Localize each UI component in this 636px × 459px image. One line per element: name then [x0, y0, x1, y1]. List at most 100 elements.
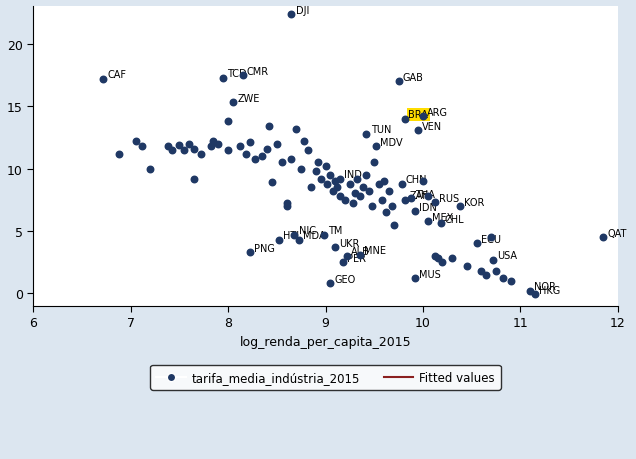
Point	[379, 178, 389, 185]
Point	[462, 263, 472, 270]
Text: NIC: NIC	[298, 226, 315, 236]
Text: GAB: GAB	[403, 73, 424, 83]
Legend: tarifa_media_indústria_2015, Fitted values: tarifa_media_indústria_2015, Fitted valu…	[150, 365, 501, 390]
Text: MDV: MDV	[380, 137, 403, 147]
Point	[238, 72, 248, 79]
Point	[262, 146, 272, 153]
Point	[184, 140, 194, 148]
Point	[306, 184, 316, 191]
Point	[369, 159, 379, 167]
Point	[326, 280, 336, 287]
Text: ECU: ECU	[481, 235, 501, 245]
Text: HKG: HKG	[539, 285, 560, 296]
Point	[267, 179, 277, 186]
Point	[196, 151, 206, 158]
Point	[423, 193, 433, 200]
Point	[413, 127, 423, 134]
Text: IND: IND	[344, 170, 362, 180]
Text: GEO: GEO	[335, 274, 356, 284]
Point	[377, 196, 387, 204]
Point	[145, 166, 155, 173]
Point	[364, 188, 375, 195]
Point	[491, 268, 501, 275]
Point	[303, 147, 313, 154]
Point	[167, 147, 177, 154]
Point	[400, 116, 410, 123]
Point	[530, 291, 540, 298]
Point	[410, 208, 420, 215]
Point	[174, 142, 184, 149]
Text: PER: PER	[347, 253, 366, 263]
Point	[342, 252, 352, 260]
Point	[326, 172, 336, 179]
Text: CHL: CHL	[445, 214, 464, 224]
Text: MDA: MDA	[303, 231, 326, 241]
Text: BRA: BRA	[408, 110, 428, 120]
Point	[367, 203, 377, 210]
Point	[282, 203, 292, 210]
Point	[389, 222, 399, 229]
Point	[598, 234, 608, 241]
Point	[354, 193, 364, 200]
Text: RUS: RUS	[439, 193, 459, 203]
Point	[506, 278, 516, 285]
Point	[228, 100, 238, 107]
Point	[340, 196, 350, 204]
Text: QAT: QAT	[607, 228, 626, 238]
Point	[374, 180, 384, 188]
Point	[322, 180, 333, 188]
Point	[223, 147, 233, 154]
Point	[223, 118, 233, 126]
Point	[384, 188, 394, 195]
Text: IDN: IDN	[419, 202, 437, 212]
Text: TUN: TUN	[371, 125, 391, 135]
Point	[264, 123, 274, 130]
Point	[244, 140, 254, 147]
Point	[410, 275, 420, 282]
Point	[332, 184, 342, 191]
Point	[205, 143, 216, 151]
Point	[257, 153, 267, 160]
Point	[352, 175, 362, 183]
Point	[418, 113, 428, 121]
Point	[338, 259, 348, 266]
Text: DJI: DJI	[296, 6, 309, 16]
Point	[99, 76, 109, 83]
Point	[429, 252, 439, 260]
Point	[273, 236, 284, 244]
Point	[348, 200, 358, 207]
Point	[371, 143, 382, 151]
Point	[486, 234, 496, 241]
Point	[436, 220, 446, 228]
Text: CMR: CMR	[247, 67, 269, 77]
Point	[299, 138, 309, 146]
Text: KOR: KOR	[464, 197, 485, 207]
Point	[286, 156, 296, 163]
Point	[315, 175, 326, 183]
Point	[361, 131, 371, 138]
Text: VEN: VEN	[422, 121, 443, 131]
Point	[335, 193, 345, 200]
Point	[328, 188, 338, 195]
Point	[455, 203, 465, 210]
Point	[235, 143, 245, 151]
Text: MNE: MNE	[364, 246, 386, 256]
Text: TCD: TCD	[228, 69, 247, 79]
Point	[313, 159, 323, 167]
Point	[406, 196, 417, 203]
Text: CAF: CAF	[107, 70, 127, 80]
Point	[163, 143, 173, 151]
Point	[357, 184, 368, 191]
Point	[218, 75, 228, 82]
Point	[345, 180, 355, 188]
Point	[423, 218, 433, 225]
Point	[137, 143, 148, 151]
Point	[498, 275, 508, 282]
Point	[130, 138, 141, 146]
Text: HTI: HTI	[283, 231, 299, 241]
Point	[272, 140, 282, 148]
Point	[432, 255, 443, 263]
Point	[330, 244, 340, 251]
Text: USA: USA	[497, 251, 517, 261]
Point	[209, 138, 219, 146]
